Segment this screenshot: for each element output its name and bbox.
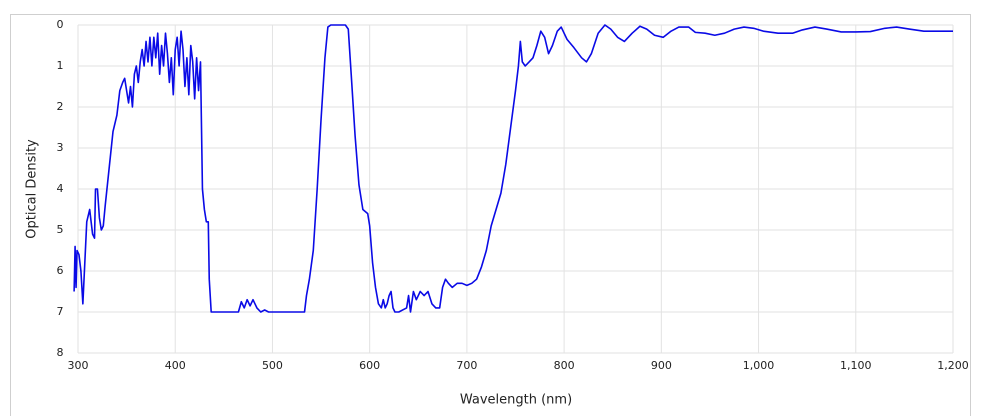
x-tick-label: 300 [68, 359, 89, 372]
y-axis-title: Optical Density [25, 139, 40, 239]
x-tick-label: 500 [262, 359, 283, 372]
x-tick-label: 1,200 [937, 359, 969, 372]
x-tick-label: 700 [456, 359, 477, 372]
x-axis-title: Wavelength (nm) [460, 393, 572, 408]
y-tick-label: 2 [57, 100, 64, 113]
chart-frame [10, 14, 971, 416]
data-line [73, 24, 953, 313]
y-tick-label: 6 [57, 264, 64, 277]
y-tick-label: 4 [57, 182, 64, 195]
x-tick-label: 1,100 [840, 359, 872, 372]
y-tick-label: 0 [57, 18, 64, 31]
y-tick-label: 5 [57, 223, 64, 236]
y-tick-label: 8 [57, 346, 64, 359]
y-tick-label: 7 [57, 305, 64, 318]
y-tick-label: 1 [57, 59, 64, 72]
x-tick-label: 1,000 [743, 359, 775, 372]
x-tick-label: 900 [651, 359, 672, 372]
x-tick-label: 800 [554, 359, 575, 372]
x-tick-label: 400 [165, 359, 186, 372]
y-tick-label: 3 [57, 141, 64, 154]
x-tick-label: 600 [359, 359, 380, 372]
